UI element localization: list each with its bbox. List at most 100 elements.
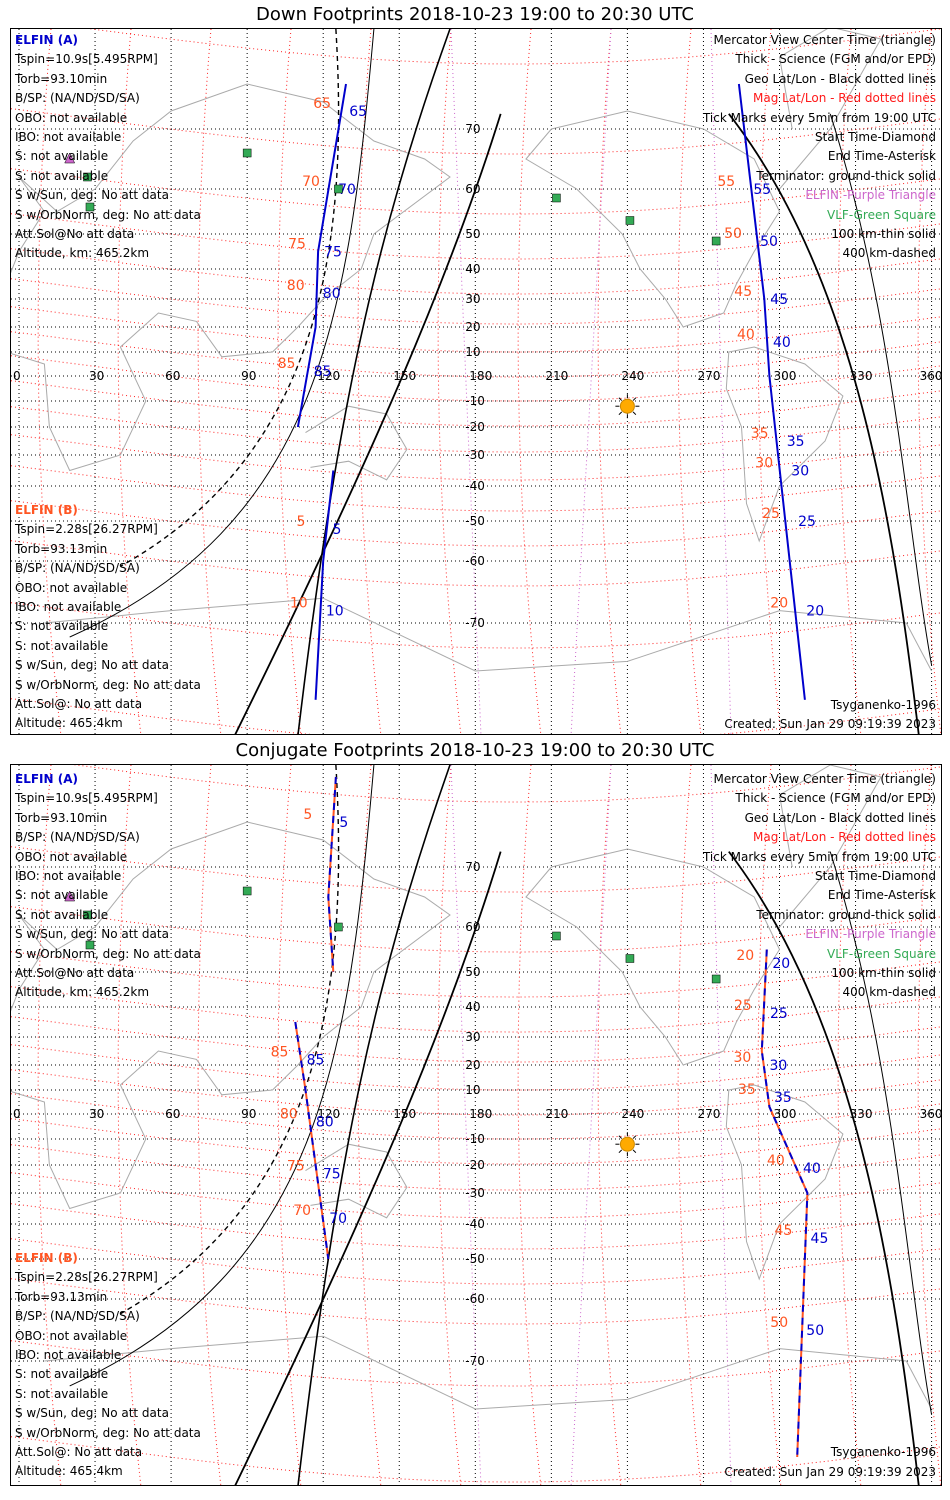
sun-ray xyxy=(632,1135,637,1139)
legend-item: End Time-Asterisk xyxy=(827,149,936,164)
legend-item: 100 km-thin solid xyxy=(831,227,936,242)
continent-outline xyxy=(11,821,451,1210)
track-tick-label: 25 xyxy=(734,998,752,1014)
mag-latitude-line xyxy=(11,951,941,998)
elfin-b-line: S w/OrbNorm, deg: No att data xyxy=(15,677,201,692)
mag-latitude-line xyxy=(11,306,941,353)
mag-latitude-line xyxy=(11,1069,941,1116)
track-tick-label: 40 xyxy=(773,335,791,351)
track-tick-label: 85 xyxy=(278,356,296,372)
continent-outline xyxy=(778,29,882,190)
track-tick-label: 10 xyxy=(326,604,344,620)
mag-longitude-line xyxy=(677,29,702,734)
mag-latitude-line xyxy=(11,906,941,953)
track-tick-label: 55 xyxy=(753,182,771,198)
terminator-100km xyxy=(829,851,933,1415)
vlf-station-square xyxy=(242,886,252,896)
elfin-a-header: ELFIN (A) xyxy=(15,33,78,47)
latitude-label: -40 xyxy=(465,1217,485,1231)
latitude-label: 30 xyxy=(465,292,480,306)
track-tick-label: 5 xyxy=(296,514,305,530)
elfin-b-line: Att.Sol@: No att data xyxy=(15,1445,143,1460)
track-tick-label: 85 xyxy=(307,1052,325,1068)
longitude-label: 270 xyxy=(697,1107,720,1121)
elfin-ground-station-triangle xyxy=(64,152,76,164)
track-tick-label: 20 xyxy=(770,596,788,612)
mag-latitude-line xyxy=(11,846,941,893)
track-tick-label: 75 xyxy=(323,1166,341,1182)
elfin-b-line: S w/OrbNorm, deg: No att data xyxy=(15,1425,201,1440)
map-legend: Mercator View Center Time (triangle) Thi… xyxy=(703,770,936,1003)
elfin-a-line: IBO: not available xyxy=(15,869,122,884)
track-tick-label: 80 xyxy=(287,278,305,294)
elfin-a-line: Tspin=10.9s[5.495RPM] xyxy=(15,791,158,806)
latitude-label: 70 xyxy=(465,122,480,136)
longitude-label: 90 xyxy=(241,369,256,383)
elfin-a-east-conj-track xyxy=(760,949,809,1458)
track-tick-label: 30 xyxy=(769,1058,787,1074)
field-model-label: Tsyganenko-1996 xyxy=(830,698,936,712)
bottom-panel-title: Conjugate Footprints 2018-10-23 19:00 to… xyxy=(235,740,715,761)
vlf-station-square xyxy=(334,184,343,194)
track-tick-label: 5 xyxy=(303,807,312,823)
vlf-station-square xyxy=(711,236,721,246)
sun-ray xyxy=(618,411,623,416)
mag-latitude-line xyxy=(11,1340,941,1387)
mag-latitude-line xyxy=(72,765,941,803)
sun-ray xyxy=(632,411,637,416)
latitude-label: 50 xyxy=(465,965,480,979)
elfin-a-line: S: not available xyxy=(15,168,109,183)
track-tick-label: 50 xyxy=(806,1323,824,1339)
latitude-label: -20 xyxy=(465,1158,485,1172)
track-tick-label: 40 xyxy=(737,327,755,343)
track-tick-label: 35 xyxy=(787,434,805,450)
purple-dotted-line xyxy=(450,765,482,1485)
longitude-label: 30 xyxy=(89,1107,104,1121)
latitude-label: -40 xyxy=(465,479,485,493)
mag-latitude-line xyxy=(11,500,941,547)
mag-latitude-line xyxy=(11,1144,941,1191)
terminator-ground xyxy=(297,765,451,1485)
legend-item: 400 km-dashed xyxy=(842,985,936,1000)
elfin-a-east-track xyxy=(737,83,806,700)
mag-latitude-line xyxy=(11,540,941,587)
vlf-station-square xyxy=(625,954,635,963)
vlf-station-square xyxy=(625,216,635,225)
sun-icon xyxy=(619,398,635,414)
elfin-b-line: Tspin=2.28s[26.27RPM] xyxy=(15,522,158,537)
mag-latitude-line xyxy=(11,108,941,155)
elfin-a-header: ELFIN (A) xyxy=(15,772,78,786)
vlf-station-square xyxy=(242,148,252,158)
mag-longitude-line xyxy=(37,765,62,1485)
legend-item: Start Time-Diamond xyxy=(814,130,936,145)
elfin-a-line: Altitude, km: 465.2km xyxy=(15,246,150,261)
conjugate-footprints-map: 0 30 60 90 120 150 180 210 240 270 300 330 360 70 60 50… xyxy=(11,765,941,1485)
elfin-b-line: Tspin=2.28s[26.27RPM] xyxy=(15,1270,158,1285)
track-tick-label: 50 xyxy=(724,226,742,242)
mag-longitude-line xyxy=(757,765,782,1485)
continent-outline xyxy=(44,1335,933,1410)
legend-item: Terminator: ground-thick solid xyxy=(756,168,936,183)
track-tick-label: 20 xyxy=(806,604,824,620)
legend-item: Geo Lat/Lon - Black dotted lines xyxy=(744,810,936,825)
legend-item: Tick Marks every 5min from 19:00 UTC xyxy=(702,110,936,125)
terminator-ground xyxy=(297,29,451,734)
longitude-label: 180 xyxy=(469,369,492,383)
mag-longitude-line xyxy=(917,765,941,1485)
mag-longitude-line xyxy=(517,765,542,1485)
mag-latitude-line xyxy=(11,1238,941,1285)
mag-longitude-line xyxy=(837,29,862,734)
elfin-a-line: B/SP: (NA/ND/SD/SA) xyxy=(15,830,140,845)
elfin-a-line: S w/OrbNorm, deg: No att data xyxy=(15,207,201,222)
elfin-a-info: ELFIN (A) Tspin=10.9s[5.495RPM] Torb=93.… xyxy=(15,31,201,264)
mag-latitude-line xyxy=(11,1203,941,1250)
continent-outline xyxy=(11,83,451,472)
vlf-station-square xyxy=(83,172,92,182)
vlf-station-square xyxy=(552,931,561,941)
mag-latitude-line xyxy=(11,1118,941,1165)
elfin-b-line: Torb=93.13min xyxy=(15,1289,108,1304)
mag-longitude-line xyxy=(437,765,462,1485)
track-tick-label: 45 xyxy=(811,1231,829,1247)
mag-latitude-line xyxy=(11,248,941,295)
legend-item: Mercator View Center Time (triangle) xyxy=(713,772,936,786)
